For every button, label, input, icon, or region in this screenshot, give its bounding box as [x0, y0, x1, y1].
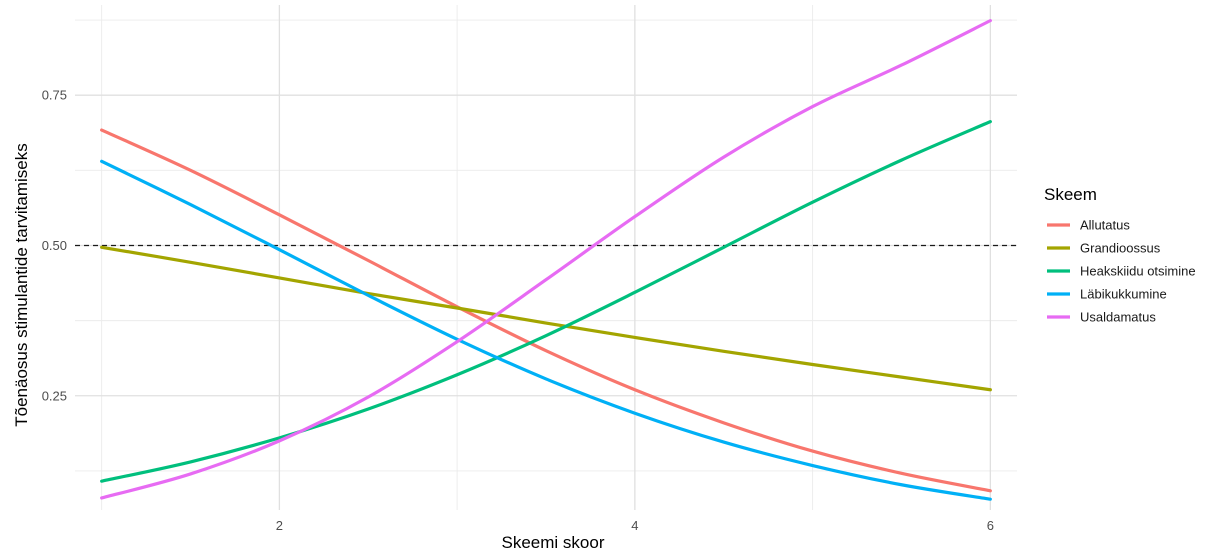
- y-axis-title: Tõenäosus stimulantide tarvitamiseks: [12, 143, 31, 426]
- series-line-allutatus: [100, 128, 992, 493]
- series-line-heakskiidu-otsimine: [100, 120, 992, 483]
- y-tick-label: 0.75: [42, 88, 67, 103]
- series-line-grandioossus: [100, 245, 992, 392]
- legend-items: Allutatus Grandioossus Heakskiidu otsimine…: [1047, 218, 1196, 325]
- x-tick-label: 4: [631, 518, 638, 533]
- plot-panel: [75, 5, 1017, 510]
- legend-label-usaldamatus: Usaldamatus: [1080, 310, 1156, 325]
- legend-label-grandioossus: Grandioossus: [1080, 241, 1161, 256]
- minor-gridlines: [75, 5, 1017, 510]
- legend: Skeem Allutatus Grandioossus Heakskiidu ot…: [1044, 185, 1196, 325]
- legend-title: Skeem: [1044, 185, 1097, 204]
- x-axis-title: Skeemi skoor: [502, 533, 605, 552]
- legend-label-l-bikukkumine: Läbikukkumine: [1080, 287, 1167, 302]
- x-axis-tick-labels: 2 4 6: [276, 518, 994, 533]
- series-line-usaldamatus: [100, 19, 992, 500]
- x-tick-label: 2: [276, 518, 283, 533]
- y-axis-tick-labels: 0.25 0.50 0.75: [42, 88, 67, 404]
- legend-label-heakskiidu-otsimine: Heakskiidu otsimine: [1080, 264, 1196, 279]
- x-tick-label: 6: [987, 518, 994, 533]
- legend-label-allutatus: Allutatus: [1080, 218, 1130, 233]
- y-tick-label: 0.50: [42, 238, 67, 253]
- series-lines: [100, 19, 992, 501]
- series-line-l-bikukkumine: [100, 159, 992, 501]
- y-tick-label: 0.25: [42, 388, 67, 403]
- major-gridlines: [75, 5, 1017, 510]
